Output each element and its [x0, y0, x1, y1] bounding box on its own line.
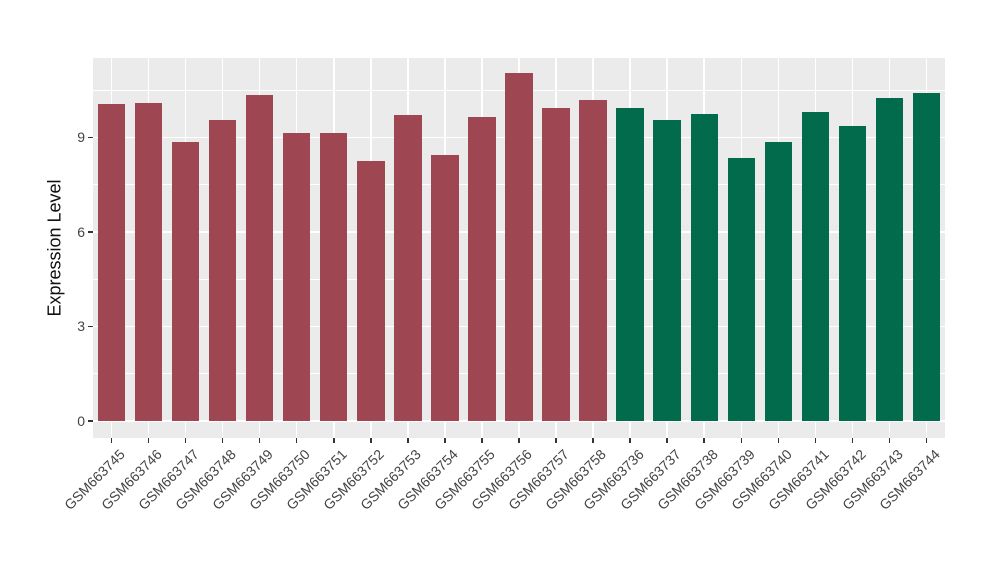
x-tick-mark-GSM663755 [481, 438, 483, 443]
x-tick-mark-GSM663744 [925, 438, 928, 443]
bar-GSM663753 [394, 115, 422, 421]
y-tick-label-9: 9 [77, 129, 85, 145]
x-tick-mark-GSM663736 [629, 438, 631, 443]
x-tick-mark-GSM663753 [407, 438, 409, 443]
y-tick-label-6: 6 [77, 223, 85, 240]
bar-GSM663741 [801, 112, 830, 421]
x-tick-mark-GSM663737 [666, 438, 668, 443]
bar-GSM663745 [97, 104, 126, 421]
bar-GSM663751 [320, 132, 348, 421]
bar-GSM663750 [283, 132, 311, 421]
x-tick-mark-GSM663757 [555, 438, 557, 443]
bar-GSM663749 [245, 94, 274, 421]
bar-GSM663738 [690, 113, 718, 421]
bar-GSM663754 [431, 154, 459, 421]
bar-GSM663739 [727, 157, 755, 421]
x-tick-mark-GSM663756 [518, 438, 520, 443]
x-tick-mark-GSM663754 [444, 438, 446, 443]
x-tick-mark-GSM663746 [147, 438, 150, 443]
bar-GSM663748 [208, 120, 237, 421]
bar-GSM663747 [171, 142, 200, 421]
x-tick-mark-GSM663752 [370, 438, 372, 443]
x-tick-mark-GSM663749 [258, 438, 261, 443]
y-tick-mark-3 [87, 325, 93, 328]
x-tick-mark-GSM663750 [295, 438, 298, 443]
bar-GSM663758 [579, 99, 607, 421]
bar-GSM663737 [653, 120, 681, 421]
bar-GSM663746 [134, 102, 163, 421]
x-tick-mark-GSM663741 [814, 438, 817, 443]
x-tick-mark-GSM663739 [740, 438, 742, 443]
x-tick-mark-GSM663738 [703, 438, 705, 443]
x-tick-mark-GSM663740 [777, 438, 780, 443]
bar-GSM663742 [838, 126, 867, 421]
x-tick-mark-GSM663758 [592, 438, 594, 443]
x-tick-mark-GSM663742 [851, 438, 854, 443]
x-tick-mark-GSM663743 [888, 438, 891, 443]
bar-GSM663752 [357, 161, 385, 421]
y-axis-title: Expression Level [44, 179, 65, 317]
bar-GSM663740 [764, 142, 792, 421]
bar-GSM663755 [468, 117, 496, 421]
y-tick-mark-6 [87, 231, 93, 233]
y-tick-label-0: 0 [77, 412, 85, 429]
bar-GSM663756 [505, 72, 533, 421]
x-tick-mark-GSM663745 [110, 438, 113, 443]
y-tick-label-3: 3 [77, 318, 85, 334]
bar-GSM663736 [616, 107, 644, 421]
x-tick-mark-GSM663747 [184, 438, 187, 443]
bar-GSM663757 [542, 107, 570, 421]
bar-GSM663744 [912, 93, 941, 421]
x-tick-mark-GSM663748 [221, 438, 224, 443]
y-tick-mark-9 [87, 136, 93, 139]
x-tick-mark-GSM663751 [333, 438, 335, 443]
plot-panel [93, 58, 945, 438]
bar-GSM663743 [875, 98, 904, 421]
y-tick-mark-0 [87, 420, 93, 422]
